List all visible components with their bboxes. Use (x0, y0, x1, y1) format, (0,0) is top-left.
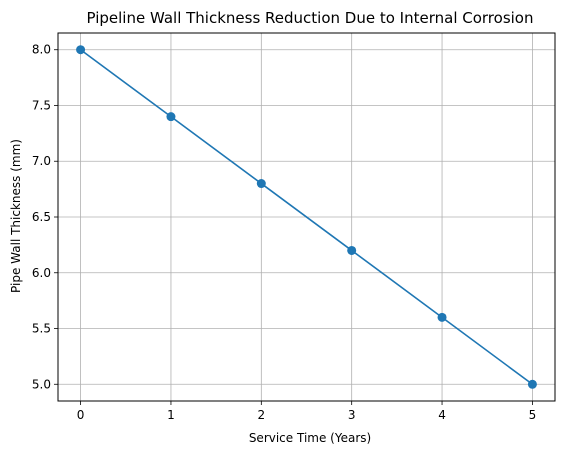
y-axis: 5.0 5.5 6.0 6.5 7.0 7.5 8.0 (32, 43, 58, 391)
x-tick-label: 1 (167, 408, 175, 422)
data-point (166, 112, 176, 122)
y-axis-label: Pipe Wall Thickness (mm) (9, 139, 23, 293)
series-line (80, 49, 533, 385)
x-tick-label: 3 (348, 408, 356, 422)
data-point (76, 45, 86, 55)
y-tick-label: 6.0 (32, 266, 51, 280)
x-tick-label: 2 (257, 408, 265, 422)
grid-lines (58, 33, 555, 401)
y-tick-label: 6.5 (32, 210, 51, 224)
x-tick-label: 4 (438, 408, 446, 422)
y-tick-label: 8.0 (32, 43, 51, 57)
x-axis-label: Service Time (Years) (249, 431, 371, 445)
data-point (527, 379, 537, 389)
series-layer (76, 45, 537, 389)
data-point (437, 312, 447, 322)
data-point (256, 179, 266, 189)
x-tick-label: 0 (77, 408, 85, 422)
y-tick-label: 7.0 (32, 154, 51, 168)
y-tick-label: 7.5 (32, 98, 51, 112)
x-axis: 0 1 2 3 4 5 (77, 401, 536, 422)
data-point (347, 245, 357, 255)
y-tick-label: 5.0 (32, 377, 51, 391)
x-tick-label: 5 (529, 408, 537, 422)
y-tick-label: 5.5 (32, 322, 51, 336)
chart-title: Pipeline Wall Thickness Reduction Due to… (87, 9, 534, 27)
